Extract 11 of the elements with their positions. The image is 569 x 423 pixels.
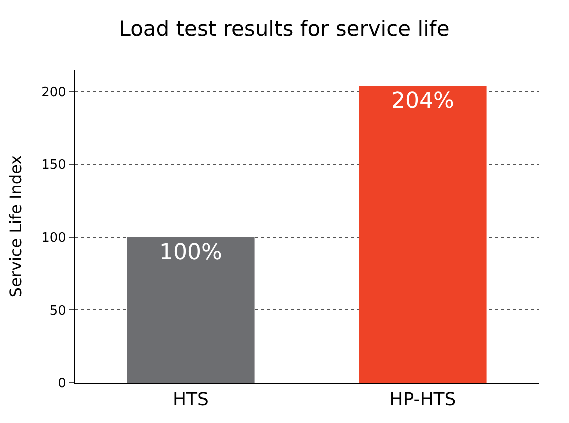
- data-label: 100%: [160, 240, 222, 266]
- y-tick-label: 200: [42, 85, 66, 100]
- y-tick-label: 0: [58, 376, 66, 392]
- y-tick-label: 150: [42, 158, 66, 174]
- y-axis-title: Service Life Index: [6, 155, 26, 298]
- data-label: 204%: [392, 89, 454, 114]
- x-tick-label: HP-HTS: [390, 390, 456, 411]
- x-tick-label: HTS: [173, 390, 209, 411]
- chart-title: Load test results for service life: [119, 16, 450, 41]
- y-tick-label: 50: [50, 304, 66, 319]
- y-tick-label: 100: [42, 230, 66, 246]
